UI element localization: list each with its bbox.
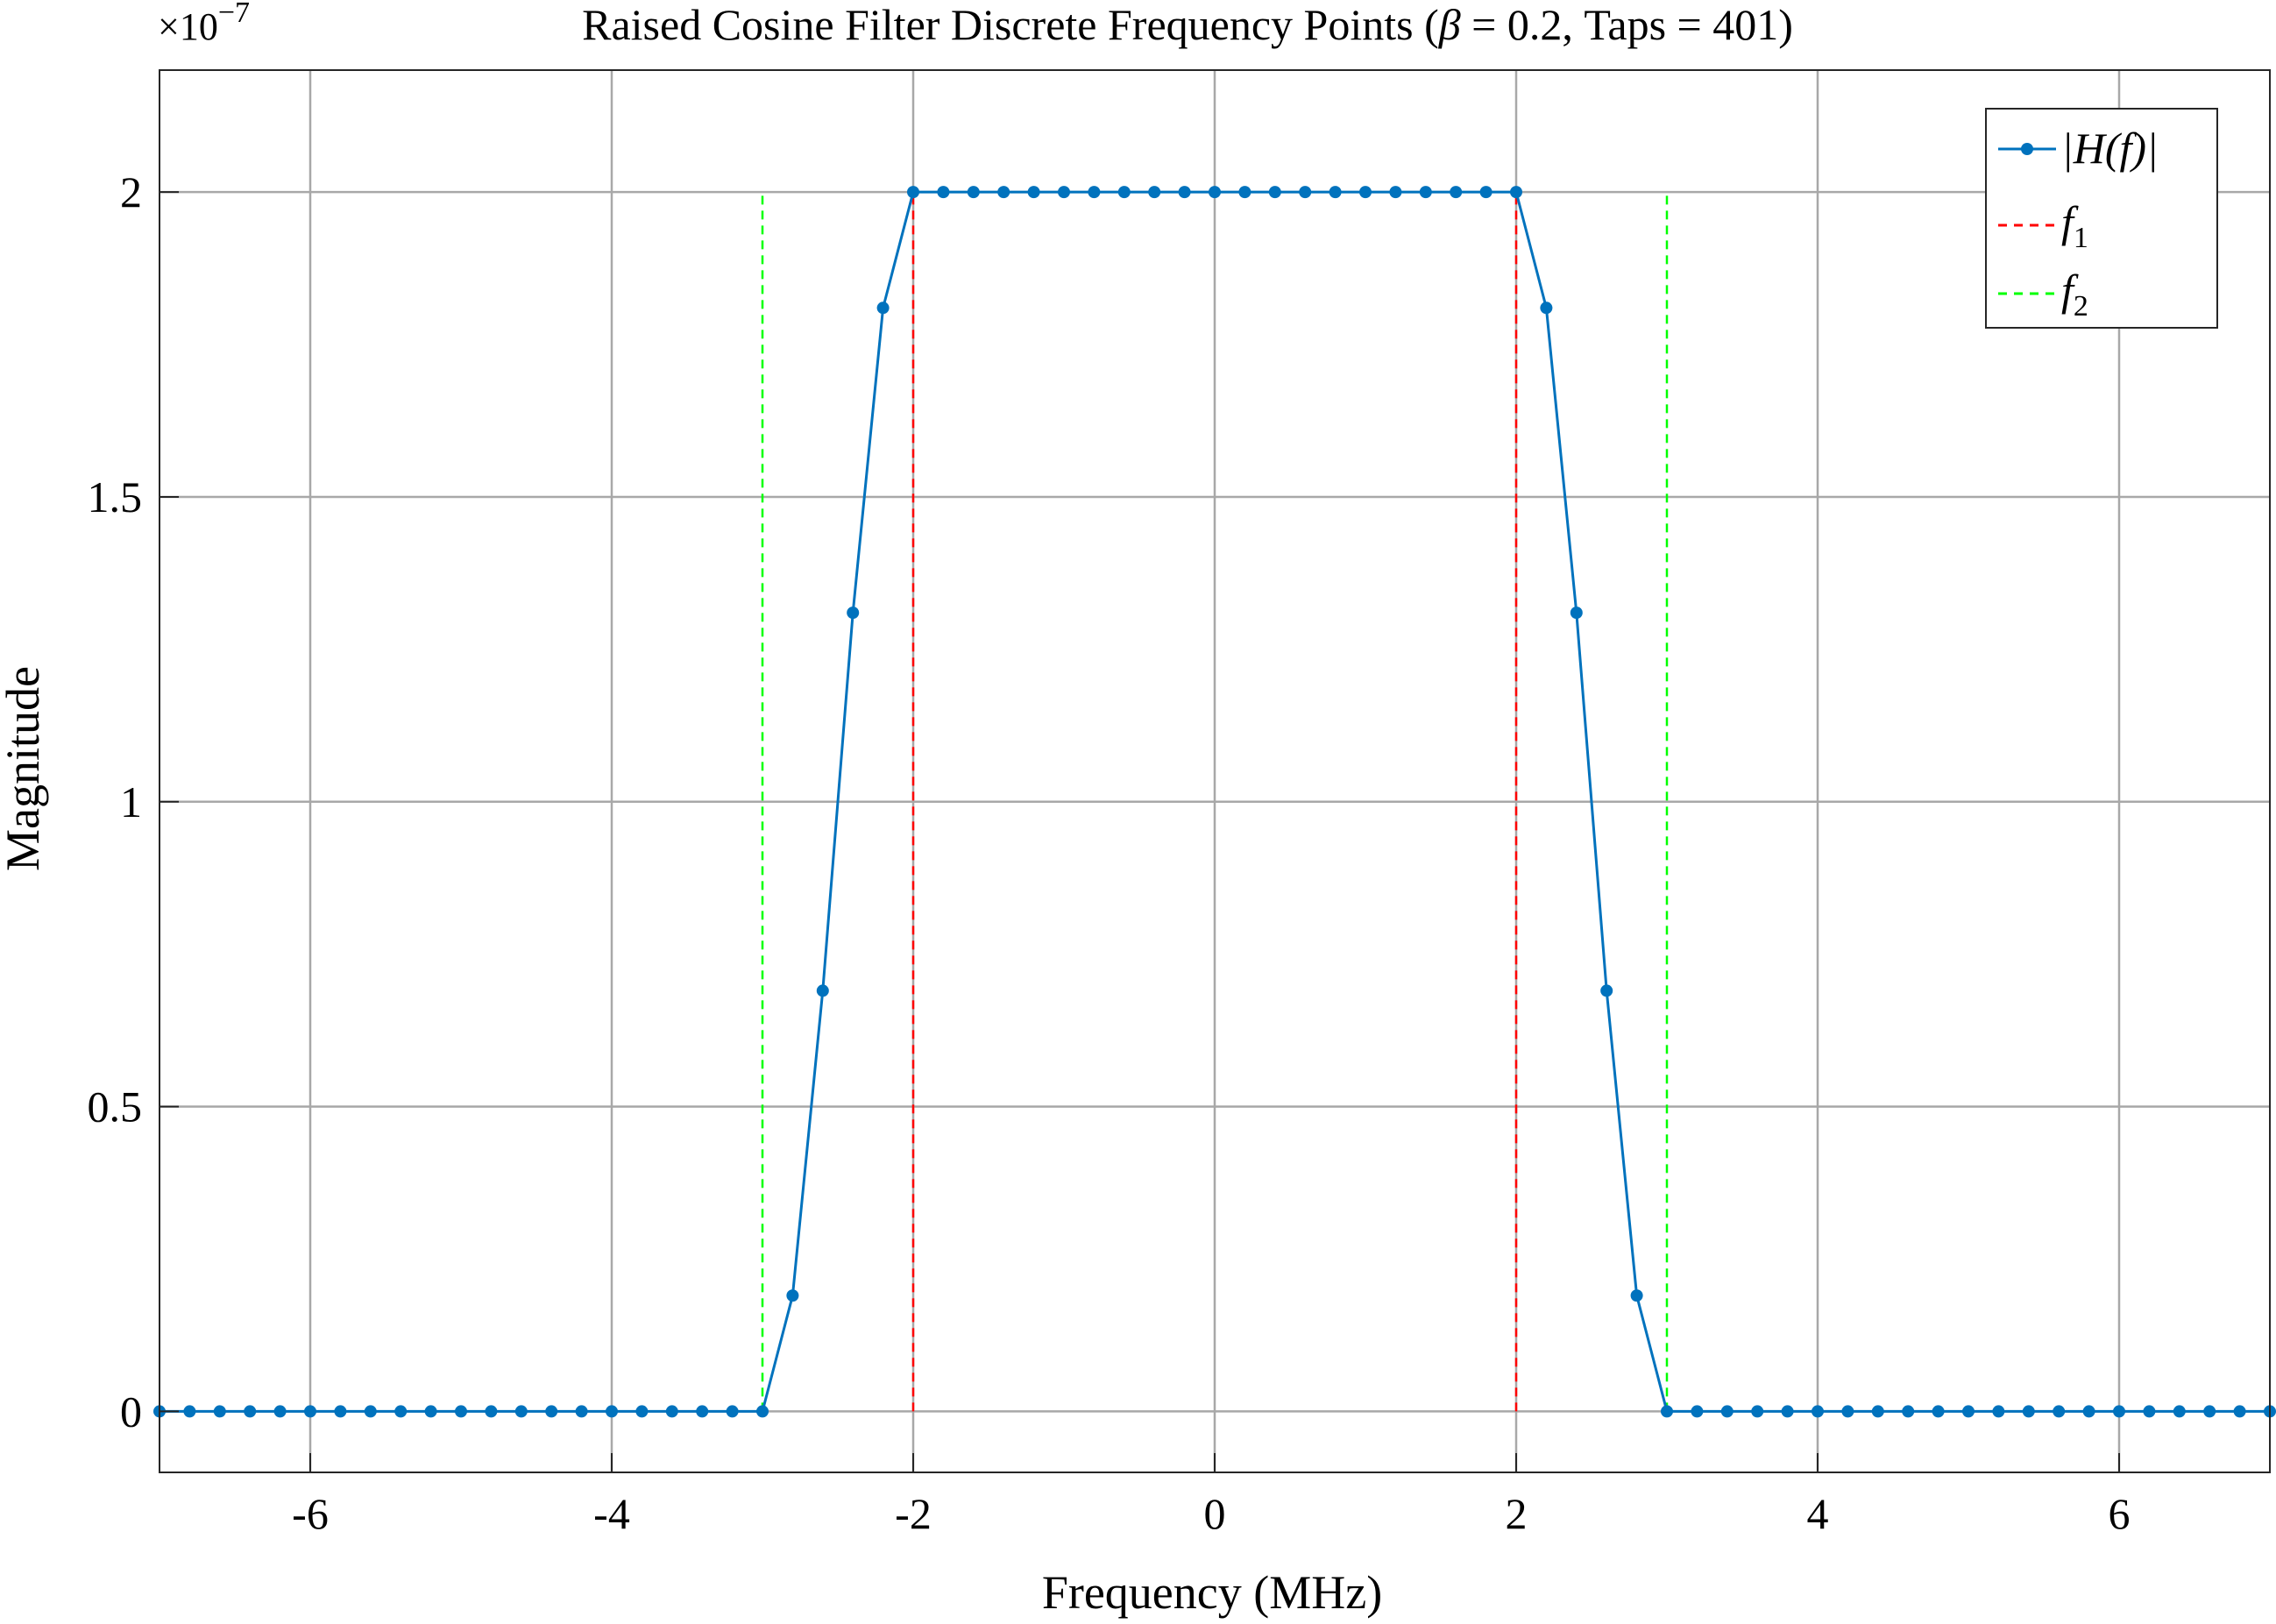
data-point [847, 606, 860, 620]
data-point [244, 1405, 257, 1418]
data-point [2113, 1405, 2125, 1418]
data-point [1299, 186, 1312, 199]
data-point [1450, 186, 1463, 199]
data-point [937, 186, 950, 199]
data-point [1268, 186, 1281, 199]
data-point [1088, 186, 1101, 199]
legend-label-h: |H(f)| [2061, 124, 2159, 173]
data-point [1992, 1405, 2005, 1418]
chart-title-prefix: Raised Cosine Filter Discrete Frequency … [582, 0, 1439, 49]
data-point [1027, 186, 1040, 199]
chart-title-suffix: = 0.2, Taps = 401) [1461, 0, 1793, 49]
data-point [635, 1405, 649, 1418]
data-point [1359, 186, 1372, 199]
chart-title-beta: β [1438, 0, 1461, 49]
grid-layer [160, 70, 2270, 1472]
data-point [545, 1405, 558, 1418]
data-point [1781, 1405, 1794, 1418]
x-tick-label: -6 [292, 1489, 329, 1538]
data-point [485, 1405, 498, 1418]
data-point [455, 1405, 467, 1418]
data-point [1812, 1405, 1824, 1418]
data-point [1600, 984, 1613, 997]
data-point [665, 1405, 678, 1418]
data-point [1751, 1405, 1764, 1418]
x-tick-label: -4 [593, 1489, 630, 1538]
x-tick-label: 4 [1807, 1489, 1829, 1538]
data-point [273, 1405, 287, 1418]
x-axis-label: Frequency (MHz) [1042, 1566, 1382, 1619]
legend: |H(f)| f1 f2 [1985, 108, 2218, 329]
data-point [1691, 1405, 1704, 1418]
data-point [1178, 186, 1191, 199]
data-point [2082, 1405, 2095, 1418]
data-point [876, 301, 890, 315]
data-point [1238, 186, 1251, 199]
data-point [907, 186, 919, 199]
tick-layer: -6 -4 -2 0 2 4 6 0 0.5 1 1.5 2 [88, 167, 2131, 1538]
data-point [1117, 186, 1131, 199]
data-point [1540, 301, 1553, 315]
data-point [424, 1405, 437, 1418]
data-point [1841, 1405, 1854, 1418]
data-point [1419, 186, 1432, 199]
legend-swatch-h-marker [2021, 143, 2033, 155]
chart-title: Raised Cosine Filter Discrete Frequency … [582, 0, 1793, 49]
y-exponent-base: ×10 [158, 5, 218, 48]
x-tick-label: -2 [895, 1489, 932, 1538]
data-point [997, 186, 1010, 199]
data-point [1329, 186, 1342, 199]
y-tick-label: 0.5 [88, 1082, 143, 1131]
series-layer [153, 186, 2276, 1418]
data-point [2173, 1405, 2186, 1418]
data-point [816, 984, 829, 997]
data-point [726, 1405, 739, 1418]
data-point [1661, 1405, 1673, 1418]
data-point [1871, 1405, 1884, 1418]
y-tick-label: 2 [120, 167, 142, 216]
data-point [575, 1405, 588, 1418]
data-point [1932, 1405, 1945, 1418]
y-exponent-label: ×10−7 [158, 0, 250, 48]
data-point [1570, 606, 1583, 620]
data-point [606, 1405, 618, 1418]
data-point [967, 186, 980, 199]
data-point [334, 1405, 347, 1418]
data-point [1058, 186, 1070, 199]
data-point [2053, 1405, 2066, 1418]
data-point [213, 1405, 226, 1418]
data-point [2022, 1405, 2035, 1418]
data-point [2203, 1405, 2216, 1418]
data-point [1510, 186, 1522, 199]
data-point [2143, 1405, 2156, 1418]
data-point [786, 1289, 799, 1302]
y-tick-label: 1 [120, 777, 142, 826]
data-point [1479, 186, 1493, 199]
data-point [696, 1405, 709, 1418]
data-point [1962, 1405, 1975, 1418]
x-tick-label: 0 [1204, 1489, 1226, 1538]
data-point [183, 1405, 196, 1418]
y-tick-label: 1.5 [88, 472, 143, 521]
y-tick-label: 0 [120, 1386, 142, 1436]
data-point [514, 1405, 528, 1418]
data-point [1148, 186, 1161, 199]
data-point [304, 1405, 316, 1418]
x-tick-label: 6 [2109, 1489, 2131, 1538]
data-point [1902, 1405, 1915, 1418]
data-point [1630, 1289, 1643, 1302]
y-exponent-power: −7 [218, 0, 250, 29]
data-point [756, 1405, 769, 1418]
data-point [364, 1405, 377, 1418]
data-point [394, 1405, 408, 1418]
y-axis-label: Magnitude [0, 666, 49, 871]
data-point [1209, 186, 1221, 199]
x-tick-label: 2 [1506, 1489, 1528, 1538]
reference-lines [761, 192, 1669, 1412]
data-point [1389, 186, 1402, 199]
data-point [2233, 1405, 2246, 1418]
data-point [1720, 1405, 1734, 1418]
